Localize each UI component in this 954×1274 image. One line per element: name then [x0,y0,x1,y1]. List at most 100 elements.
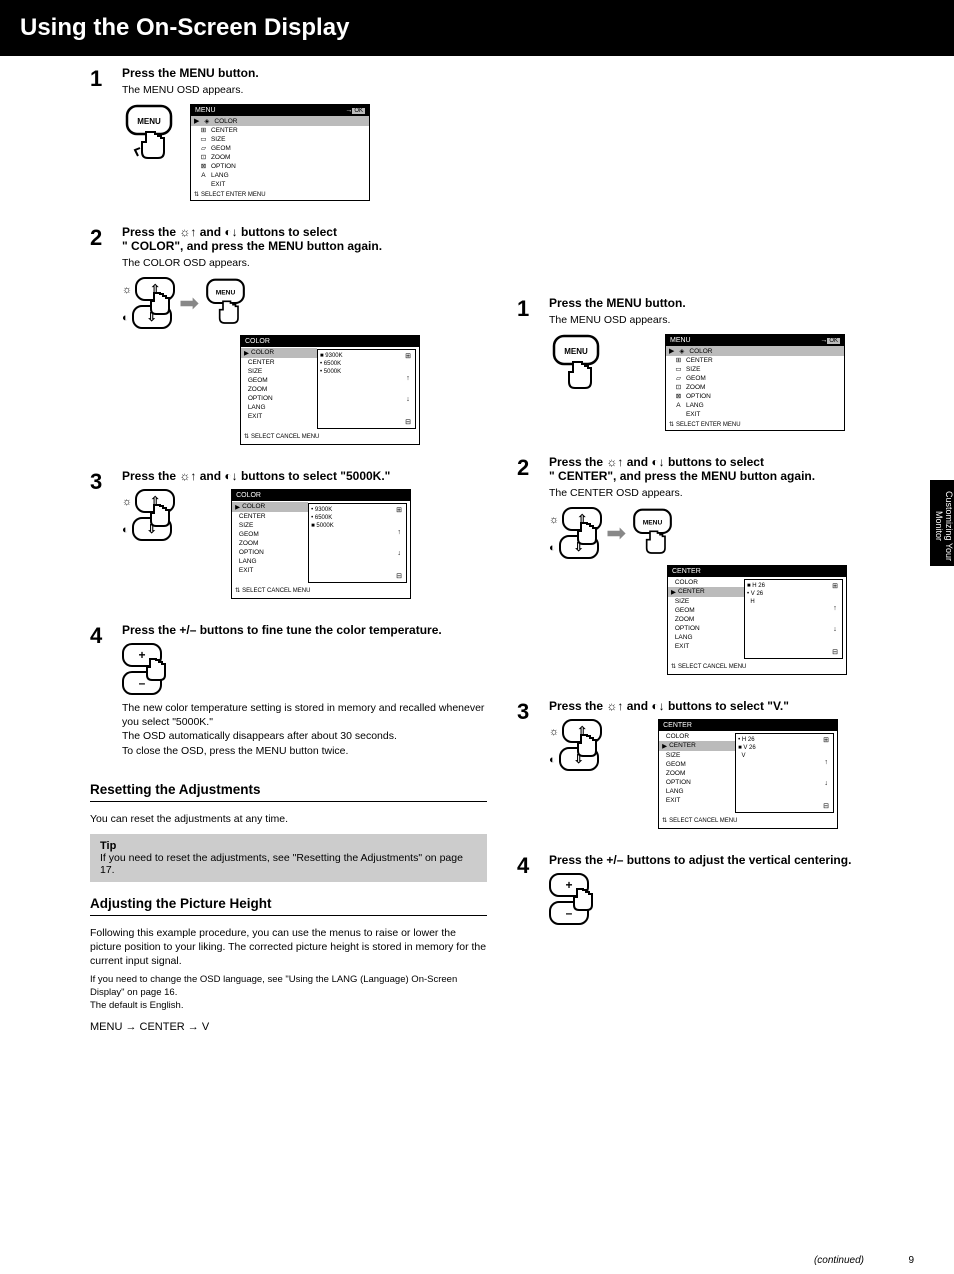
osd-title: COLOR [245,338,270,345]
osd-row: ZOOM [668,615,744,624]
contrast-icon [549,540,558,554]
updown-icon: ⇅ [194,191,199,198]
step-subline: The MENU OSD appears. [122,84,487,96]
slider-icon: ⊞↑↓⊟ [394,506,404,580]
panel-item: • 9300K [311,506,390,514]
osd-row: ⊞CENTER [191,126,369,135]
right-step-4: 4 Press the +/– buttons to adjust the ve… [517,853,914,931]
step-number: 1 [90,66,112,207]
height-para: Following this example procedure, you ca… [90,926,487,969]
osd-row: EXIT [659,796,735,805]
lang-note: If you need to change the OSD language, … [90,974,487,1012]
color-icon: ◈ [202,118,211,125]
osd-row: SIZE [232,521,308,530]
osd-color-screen-2: COLOR ▶COLOR CENTER SIZE GEOM ZOOM OPTIO… [231,489,411,599]
osd-row: EXIT [232,566,308,575]
osd-row: OPTION [659,778,735,787]
osd-row: EXIT [666,410,844,419]
lang-icon: A [199,172,208,179]
zoom-icon: ⊡ [199,154,208,161]
step-number: 3 [90,469,112,605]
up-down-buttons: ⇧ ⇩ [122,489,175,541]
slider-icon: ⊞↑↓⊟ [403,352,413,426]
step-subline: The COLOR OSD appears. [122,257,487,269]
svg-text:MENU: MENU [643,520,663,527]
osd-row: OPTION [668,624,744,633]
updown-icon: ⇅ [671,663,676,670]
osd-row: EXIT [668,642,744,651]
osd-row: ⊞CENTER [666,356,844,365]
panel-item: ■ 5000K [311,522,390,530]
osd-footer: SELECT CANCEL MENU [242,588,310,594]
contrast-icon [122,310,131,324]
osd-row: OPTION [232,548,308,557]
up-down-buttons: ⇧ ⇩ [549,507,602,559]
osd-row: ▶CENTER [668,587,744,597]
osd-footer: SELECT CANCEL MENU [669,818,737,824]
svg-text:MENU: MENU [216,290,236,297]
size-icon: ▭ [674,366,683,373]
geom-icon: ▱ [674,375,683,382]
osd-title: MENU [670,337,691,344]
osd-row: CENTER [241,358,317,367]
osd-title: CENTER [663,722,692,729]
panel-item: ■ 9300K [320,352,399,360]
updown-icon: ⇅ [244,433,249,440]
header-title: Using the On-Screen Display [20,14,349,41]
geom-icon: ▱ [199,145,208,152]
osd-badge: OK [827,338,840,344]
panel-item: • 6500K [320,360,399,368]
osd-row: GEOM [232,530,308,539]
panel-item: • V 26 [747,590,826,598]
step-number: 4 [517,853,539,931]
sun-icon [122,282,134,296]
menu-button-press: MENU [122,104,182,164]
left-step-1: 1 Press the MENU button. The MENU OSD ap… [90,66,487,207]
osd-row: ZOOM [659,769,735,778]
osd-row: SIZE [668,597,744,606]
svg-text:MENU: MENU [137,117,161,126]
up-down-buttons: ⇧ ⇩ [122,277,175,329]
up-down-buttons: ⇧ ⇩ [549,719,602,771]
reset-line: You can reset the adjustments at any tim… [90,812,487,826]
arrow-right-icon: ➡ [179,289,199,318]
panel-item: ■ H 26 [747,582,826,590]
option-icon: ⊠ [674,393,683,400]
tip-text: If you need to reset the adjustments, se… [100,852,477,876]
osd-row: LANG [668,633,744,642]
color-icon: ◈ [677,348,686,355]
left-step-3: 3 Press the ☼↑ and ◐↓ buttons to select … [90,469,487,605]
svg-text:MENU: MENU [564,347,588,356]
osd-row: ▶◈COLOR [666,346,844,356]
osd-footer: SELECT ENTER MENU [676,422,741,428]
divider [90,801,487,802]
nav-path: MENU → CENTER → V [90,1021,487,1033]
step-number: 2 [90,225,112,451]
osd-footer: SELECT CANCEL MENU [678,664,746,670]
osd-row: SIZE [659,751,735,760]
osd-row: ⊡ZOOM [191,153,369,162]
osd-menu-screen: MENU →OK ▶◈COLOR ⊞CENTER ▭SIZE ▱GEOM ⊡ZO… [665,334,845,431]
step-subline: The MENU OSD appears. [549,314,914,326]
contrast-icon [549,752,558,766]
panel-item: • 5000K [320,368,399,376]
size-icon: ▭ [199,136,208,143]
osd-row: ▭SIZE [666,365,844,374]
tip-label: Tip [100,840,477,852]
osd-title: COLOR [236,492,261,499]
step-number: 3 [517,699,539,835]
step-paragraph: The new color temperature setting is sto… [122,701,487,758]
osd-row: ALANG [191,171,369,180]
continued-label: (continued) [814,1255,864,1266]
lang-icon: A [674,402,683,409]
right-step-2: 2 Press the ☼↑ and ◐↓ buttons to select … [517,455,914,681]
section-title-reset: Resetting the Adjustments [90,782,487,797]
zoom-icon: ⊡ [674,384,683,391]
osd-row: ⊠OPTION [666,392,844,401]
step-number: 1 [517,296,539,437]
osd-row: LANG [232,557,308,566]
left-step-4: 4 Press the +/– buttons to fine tune the… [90,623,487,764]
page-body: 1 Press the MENU button. The MENU OSD ap… [0,56,954,1043]
osd-row: ⊠OPTION [191,162,369,171]
osd-menu-screen: MENU →OK ▶◈COLOR ⊞CENTER ▭SIZE ▱GEOM ⊡ZO… [190,104,370,201]
